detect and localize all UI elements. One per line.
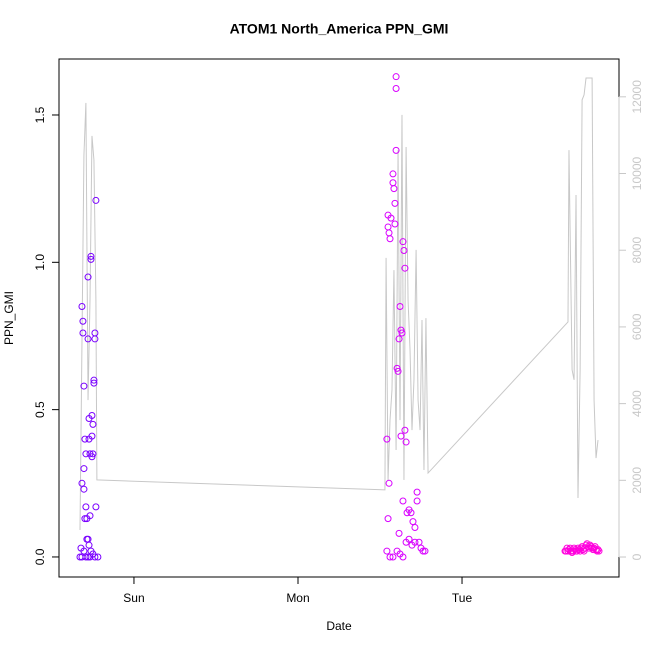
point bbox=[80, 485, 88, 493]
point bbox=[401, 426, 409, 434]
point bbox=[389, 553, 397, 561]
point bbox=[391, 220, 399, 228]
x-axis-label: Date bbox=[326, 619, 352, 633]
x-tick-label: Mon bbox=[286, 591, 309, 605]
y2-tick-label: 10000 bbox=[630, 157, 644, 191]
point bbox=[383, 435, 391, 443]
y2-tick-label: 4000 bbox=[630, 390, 644, 417]
point bbox=[384, 223, 392, 231]
point bbox=[91, 329, 99, 337]
point bbox=[594, 546, 602, 554]
point bbox=[392, 146, 400, 154]
point bbox=[395, 529, 403, 537]
point bbox=[77, 544, 85, 552]
point bbox=[392, 84, 400, 92]
point bbox=[393, 364, 401, 372]
point bbox=[399, 238, 407, 246]
point bbox=[90, 376, 98, 384]
point bbox=[398, 329, 406, 337]
point bbox=[411, 523, 419, 531]
point bbox=[411, 538, 419, 546]
point bbox=[386, 553, 394, 561]
point bbox=[595, 547, 603, 555]
point bbox=[397, 432, 405, 440]
point bbox=[81, 515, 89, 523]
point bbox=[88, 412, 96, 420]
point bbox=[81, 435, 89, 443]
point bbox=[389, 179, 397, 187]
point bbox=[87, 252, 95, 260]
point bbox=[80, 465, 88, 473]
point bbox=[85, 541, 93, 549]
point bbox=[389, 170, 397, 178]
point bbox=[79, 317, 87, 325]
point bbox=[385, 479, 393, 487]
point bbox=[91, 553, 99, 561]
y-tick-label: 1.0 bbox=[33, 254, 47, 271]
y-axis-label: PPN_GMI bbox=[2, 291, 16, 345]
point bbox=[86, 512, 94, 520]
point bbox=[94, 553, 102, 561]
plot-frame bbox=[58, 58, 620, 578]
point bbox=[385, 229, 393, 237]
x-tick-label: Sun bbox=[123, 591, 144, 605]
point bbox=[84, 335, 92, 343]
point bbox=[80, 382, 88, 390]
point bbox=[421, 547, 429, 555]
y2-tick-label: 12000 bbox=[630, 80, 644, 114]
point bbox=[89, 450, 97, 458]
y-tick-label: 0.0 bbox=[33, 548, 47, 565]
y2-tick-label: 8000 bbox=[630, 237, 644, 264]
chart-title: ATOM1 North_America PPN_GMI bbox=[230, 21, 449, 37]
point bbox=[399, 497, 407, 505]
point bbox=[395, 335, 403, 343]
point bbox=[392, 73, 400, 81]
point bbox=[79, 329, 87, 337]
x-tick-label: Tue bbox=[452, 591, 473, 605]
point bbox=[89, 420, 97, 428]
point bbox=[84, 553, 92, 561]
point bbox=[91, 335, 99, 343]
point bbox=[401, 264, 409, 272]
point bbox=[413, 488, 421, 496]
point bbox=[88, 453, 96, 461]
y-tick-label: 1.5 bbox=[33, 106, 47, 123]
line bbox=[79, 77, 599, 531]
point bbox=[86, 553, 94, 561]
point bbox=[402, 438, 410, 446]
point bbox=[396, 303, 404, 311]
point bbox=[82, 450, 90, 458]
point bbox=[383, 547, 391, 555]
point bbox=[84, 273, 92, 281]
point bbox=[400, 247, 408, 255]
y2-tick-label: 6000 bbox=[630, 313, 644, 340]
point bbox=[387, 214, 395, 222]
point bbox=[419, 547, 427, 555]
point bbox=[386, 235, 394, 243]
y2-tick-label: 0 bbox=[630, 553, 644, 560]
point bbox=[92, 503, 100, 511]
point bbox=[399, 553, 407, 561]
point bbox=[397, 326, 405, 334]
point bbox=[90, 379, 98, 387]
y2-tick-label: 2000 bbox=[630, 467, 644, 494]
point bbox=[87, 255, 95, 263]
point bbox=[92, 196, 100, 204]
point bbox=[407, 509, 415, 517]
y-tick-label: 0.5 bbox=[33, 401, 47, 418]
point bbox=[82, 503, 90, 511]
point bbox=[405, 535, 413, 543]
point bbox=[384, 515, 392, 523]
point bbox=[391, 199, 399, 207]
point bbox=[78, 479, 86, 487]
point bbox=[83, 535, 91, 543]
point bbox=[78, 303, 86, 311]
point bbox=[394, 367, 402, 375]
point bbox=[390, 185, 398, 193]
point bbox=[593, 547, 601, 555]
point bbox=[413, 497, 421, 505]
point bbox=[88, 432, 96, 440]
point bbox=[409, 518, 417, 526]
